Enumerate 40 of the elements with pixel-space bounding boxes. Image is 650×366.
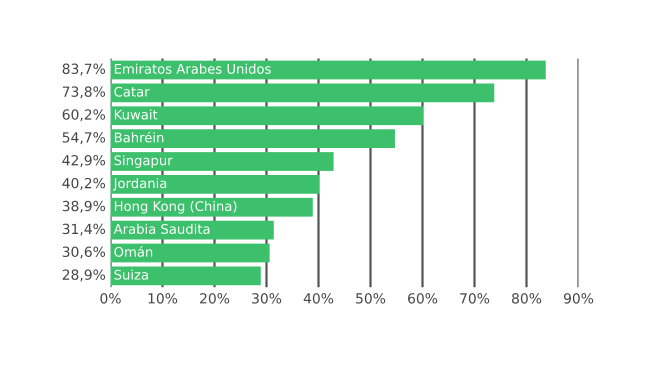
bar (110, 152, 334, 171)
y-tick-label: Bahréin (114, 132, 164, 142)
x-tick-label: 0% (100, 293, 121, 304)
x-tick-label: 40% (304, 293, 334, 304)
y-tick-label: Catar (114, 86, 150, 97)
x-tick-label: 10% (148, 293, 178, 304)
data-label: 73,8% (62, 86, 106, 98)
bar (110, 244, 270, 262)
x-tick-label: 90% (564, 293, 594, 304)
y-tick-label: Hong Kong (China) (114, 200, 236, 214)
bar (110, 106, 424, 126)
bar (110, 129, 395, 148)
y-tick-label: Kuwait (114, 109, 158, 120)
bar (110, 60, 546, 80)
y-tick-label: Emiratos Arabes Unidos (114, 64, 271, 74)
data-label: 40,2% (62, 178, 106, 190)
y-tick-label: Singapur (114, 155, 173, 168)
x-tick-label: 50% (356, 293, 386, 304)
x-tick-label: 70% (460, 293, 490, 304)
x-tick-label: 80% (512, 293, 542, 304)
data-label: 28,9% (62, 269, 106, 282)
data-label: 54,7% (62, 132, 106, 144)
data-label: 60,2% (62, 109, 106, 122)
bar (110, 198, 313, 217)
data-label: 38,9% (62, 200, 106, 213)
x-tick-label: 20% (200, 293, 230, 304)
y-tick-label: Omán (114, 246, 152, 257)
bar (110, 83, 494, 102)
data-label: 42,9% (62, 155, 106, 167)
y-tick-label: Suiza (114, 269, 148, 280)
x-tick-label: 60% (408, 293, 438, 304)
bar (110, 174, 320, 194)
y-tick-label: Jordania (112, 178, 166, 191)
y-tick-label: Arabia Saudita (114, 224, 210, 234)
bar (110, 266, 261, 286)
x-tick-label: 30% (252, 293, 282, 304)
data-label: 31,4% (62, 224, 106, 236)
data-label: 83,7% (62, 64, 106, 76)
bar (110, 220, 274, 240)
data-label: 30,6% (62, 246, 106, 258)
